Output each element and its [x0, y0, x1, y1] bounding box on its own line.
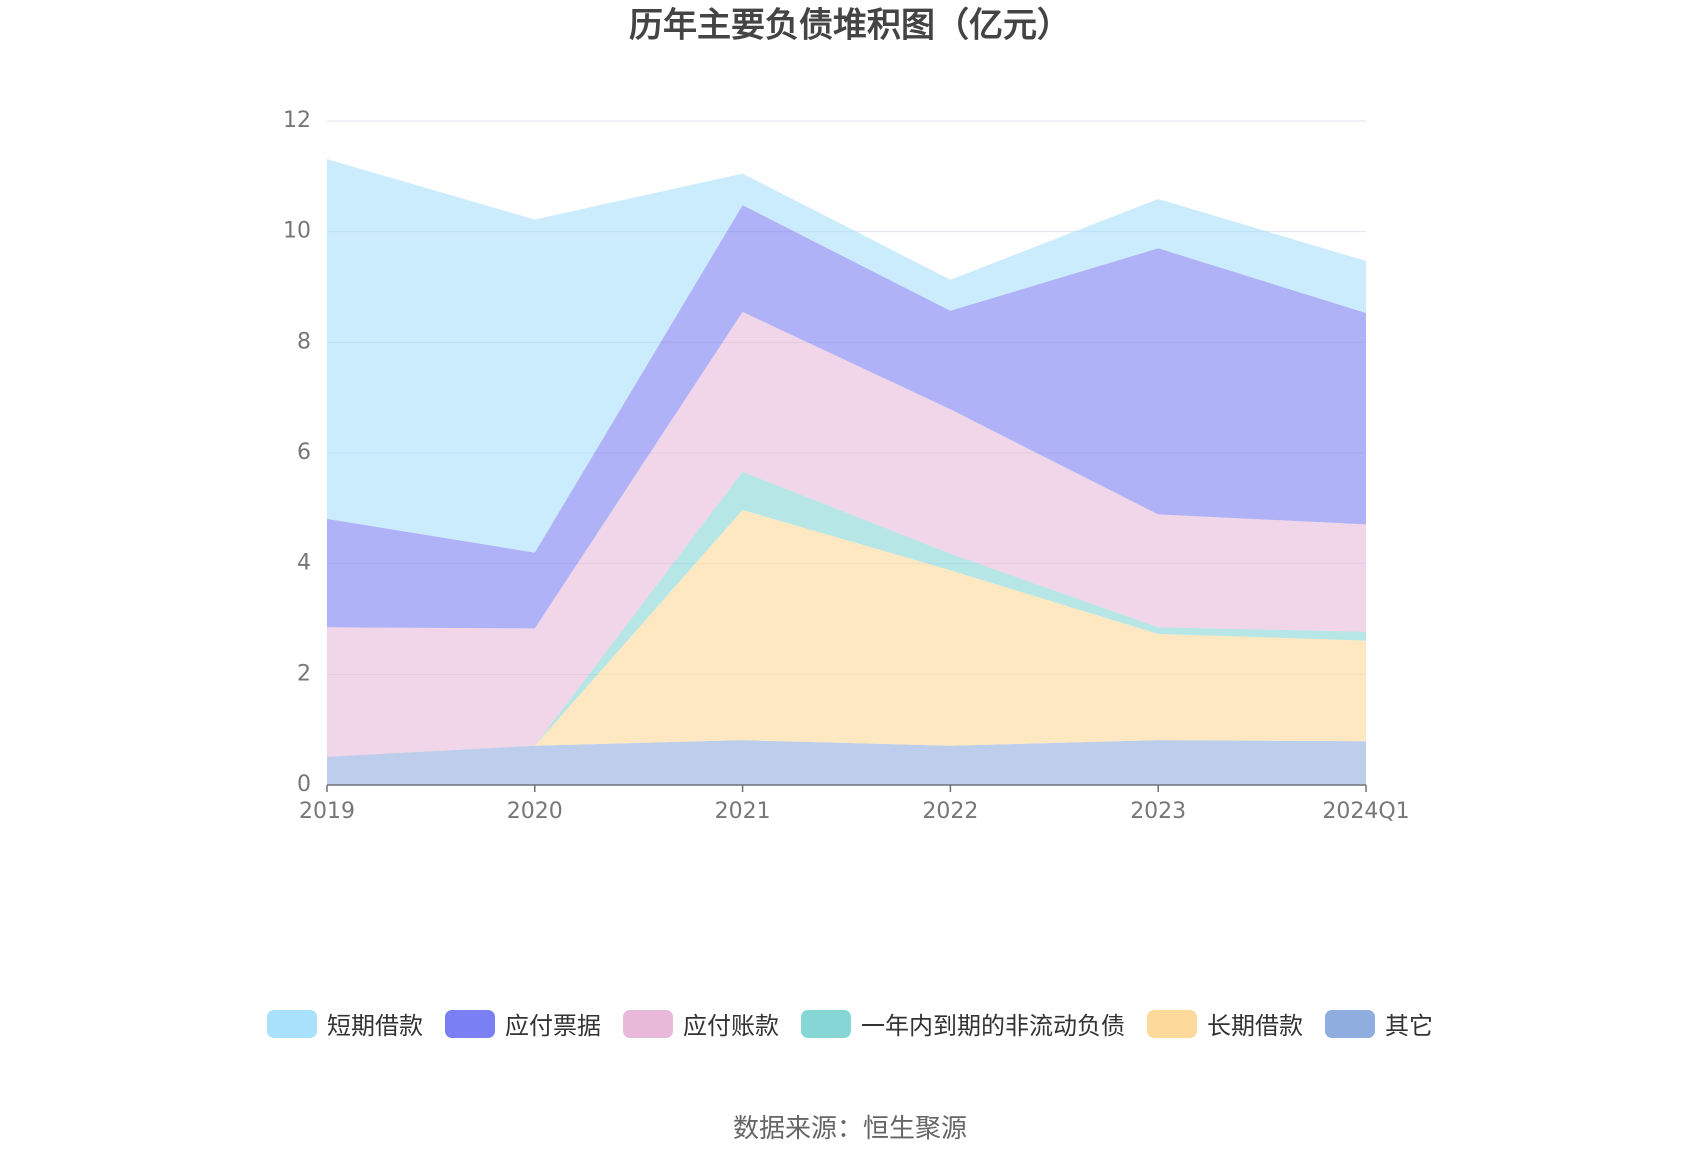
source: 数据来源：恒生聚源 [732, 1114, 967, 1144]
legend: 短期借款 应付票据 应付账款 一年内到期的非流动负债 长期借款 其它 [0, 1006, 1700, 1041]
y-tick-label: 6 [297, 440, 311, 465]
legend-swatch [1325, 1009, 1375, 1038]
legend-label: 其它 [1385, 1012, 1433, 1040]
legend-label: 长期借款 [1207, 1012, 1303, 1040]
legend-label: 短期借款 [327, 1012, 423, 1040]
area [327, 311, 1366, 757]
area [327, 740, 1366, 785]
y-tick-label: 8 [297, 329, 311, 354]
x-tick-label: 2019 [299, 799, 355, 824]
y-tick-label: 0 [297, 772, 311, 797]
legend-label: 应付票据 [505, 1012, 601, 1040]
area [327, 471, 1366, 757]
x-tick-label: 2022 [922, 799, 978, 824]
legend-swatch [623, 1009, 673, 1038]
y-tick-label: 2 [297, 661, 311, 686]
legend-item[interactable]: 长期借款 [1147, 1006, 1303, 1041]
x-tick-label: 2023 [1130, 799, 1186, 824]
legend-swatch [801, 1009, 851, 1038]
legend-item[interactable]: 其它 [1325, 1006, 1433, 1041]
legend-item[interactable]: 应付账款 [623, 1006, 779, 1041]
legend-item[interactable]: 一年内到期的非流动负债 [801, 1006, 1125, 1041]
legend-label: 应付账款 [683, 1012, 779, 1040]
y-tick-label: 12 [283, 108, 311, 133]
y-tick-label: 10 [283, 219, 311, 244]
y-tick-label: 4 [297, 551, 311, 576]
areas [327, 159, 1366, 785]
x-tick-label: 2020 [507, 799, 563, 824]
area [327, 509, 1366, 757]
area [327, 159, 1366, 553]
x-tick-label: 2024Q1 [1322, 799, 1409, 824]
legend-swatch [1147, 1009, 1197, 1038]
legend-swatch [445, 1009, 495, 1038]
legend-item[interactable]: 短期借款 [267, 1006, 423, 1041]
legend-item[interactable]: 应付票据 [445, 1006, 601, 1041]
area [327, 205, 1366, 629]
legend-swatch [267, 1009, 317, 1038]
x-tick-label: 2021 [715, 799, 771, 824]
legend-label: 一年内到期的非流动负债 [861, 1012, 1125, 1040]
chart-title: 历年主要负债堆积图（亿元） [629, 6, 1071, 46]
chart: 历年主要负债堆积图（亿元） 0 2 4 6 8 10 12 2019 2020 2021 2022 2… [283, 6, 1410, 825]
